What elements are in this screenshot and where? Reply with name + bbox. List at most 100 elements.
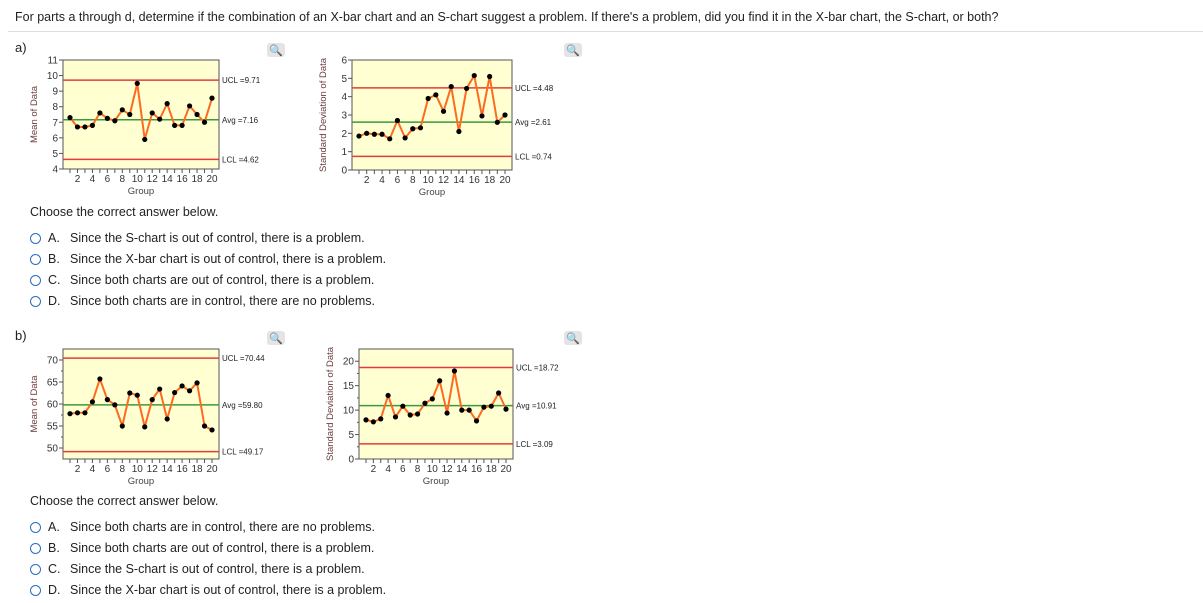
data-point bbox=[417, 125, 424, 131]
option-letter: C. bbox=[48, 273, 61, 287]
data-point bbox=[127, 390, 133, 396]
data-point bbox=[112, 402, 118, 408]
data-point bbox=[82, 124, 88, 130]
x-tick-label: 8 bbox=[415, 464, 421, 475]
data-point bbox=[481, 404, 487, 410]
y-axis-label: Standard Deviation of Data bbox=[318, 57, 329, 172]
answer-option-d[interactable]: D. Since both charts are in control, ther… bbox=[30, 294, 375, 308]
y-tick-label: 9 bbox=[52, 87, 58, 98]
answer-option-a[interactable]: A. Since the S-chart is out of control, t… bbox=[30, 231, 365, 245]
x-tick-label: 18 bbox=[486, 464, 498, 475]
control-line-label: Avg =7.16 bbox=[222, 116, 259, 125]
x-tick-label: 2 bbox=[75, 464, 81, 475]
x-tick-label: 10 bbox=[427, 464, 439, 475]
answer-option-c[interactable]: C. Since both charts are out of control, … bbox=[30, 273, 374, 287]
x-tick-label: 16 bbox=[177, 174, 189, 185]
data-point bbox=[172, 389, 178, 396]
control-line-label: UCL =9.71 bbox=[222, 76, 261, 85]
radio-button[interactable] bbox=[30, 295, 41, 307]
data-point bbox=[410, 126, 416, 132]
data-point bbox=[466, 407, 472, 413]
data-point bbox=[487, 73, 493, 80]
y-tick-label: 10 bbox=[47, 71, 59, 82]
data-point bbox=[157, 386, 163, 392]
y-tick-label: 20 bbox=[343, 357, 355, 368]
part-a-label: a) bbox=[15, 40, 27, 55]
data-point bbox=[463, 85, 470, 92]
choose-prompt: Choose the correct answer below. bbox=[30, 205, 219, 219]
data-point bbox=[437, 378, 443, 384]
option-text: Since the S-chart is out of control, the… bbox=[70, 562, 365, 576]
x-tick-label: 14 bbox=[162, 174, 174, 185]
choose-prompt: Choose the correct answer below. bbox=[30, 494, 219, 508]
radio-button[interactable] bbox=[30, 563, 41, 575]
data-point bbox=[157, 116, 163, 122]
data-point bbox=[494, 119, 500, 125]
data-point bbox=[433, 92, 439, 98]
x-tick-label: 6 bbox=[105, 464, 111, 475]
y-tick-label: 5 bbox=[348, 430, 354, 441]
data-point bbox=[414, 411, 421, 417]
data-point bbox=[444, 410, 450, 416]
answer-option-b[interactable]: B. Since both charts are out of control, … bbox=[30, 541, 374, 555]
x-tick-label: 18 bbox=[191, 464, 203, 475]
data-point bbox=[89, 122, 96, 128]
option-letter: D. bbox=[48, 583, 61, 597]
x-tick-label: 8 bbox=[120, 174, 126, 185]
x-tick-label: 14 bbox=[162, 464, 174, 475]
data-point bbox=[473, 418, 480, 424]
data-point bbox=[134, 392, 140, 398]
y-tick-label: 5 bbox=[52, 149, 58, 160]
radio-button[interactable] bbox=[30, 232, 41, 244]
answer-option-c[interactable]: C. Since the S-chart is out of control, t… bbox=[30, 562, 365, 576]
y-tick-label: 4 bbox=[52, 165, 58, 176]
magnifier-icon[interactable]: 🔍 bbox=[564, 331, 582, 345]
x-tick-label: 6 bbox=[105, 174, 111, 185]
radio-button[interactable] bbox=[30, 584, 41, 596]
data-point bbox=[451, 368, 458, 374]
data-point bbox=[82, 410, 88, 416]
data-point bbox=[385, 392, 391, 399]
control-line-label: UCL =4.48 bbox=[515, 84, 554, 93]
radio-button[interactable] bbox=[30, 521, 41, 533]
data-point bbox=[67, 115, 73, 121]
magnifier-icon[interactable]: 🔍 bbox=[564, 43, 582, 57]
x-tick-label: 6 bbox=[400, 464, 406, 475]
data-point bbox=[142, 136, 148, 143]
option-letter: A. bbox=[48, 231, 60, 245]
y-tick-label: 6 bbox=[52, 133, 58, 144]
part-b-label: b) bbox=[15, 328, 27, 343]
y-tick-label: 6 bbox=[341, 56, 347, 67]
x-tick-label: 4 bbox=[90, 174, 96, 185]
data-point bbox=[179, 383, 185, 389]
data-point bbox=[74, 410, 81, 416]
data-point bbox=[502, 112, 508, 118]
y-tick-label: 60 bbox=[47, 400, 59, 411]
x-tick-label: 4 bbox=[90, 464, 96, 475]
magnifier-icon[interactable]: 🔍 bbox=[267, 43, 285, 57]
answer-option-a[interactable]: A. Since both charts are in control, ther… bbox=[30, 520, 375, 534]
x-tick-label: 8 bbox=[410, 175, 416, 186]
data-point bbox=[142, 424, 148, 430]
data-point bbox=[407, 412, 413, 418]
data-point bbox=[119, 423, 125, 429]
data-point bbox=[194, 111, 200, 118]
answer-option-b[interactable]: B. Since the X-bar chart is out of contro… bbox=[30, 252, 386, 266]
y-tick-label: 10 bbox=[343, 406, 355, 417]
data-point bbox=[127, 111, 133, 118]
answer-option-d[interactable]: D. Since the X-bar chart is out of contro… bbox=[30, 583, 386, 597]
option-letter: C. bbox=[48, 562, 61, 576]
y-tick-label: 0 bbox=[348, 455, 354, 466]
x-tick-label: 14 bbox=[453, 175, 465, 186]
magnifier-icon[interactable]: 🔍 bbox=[267, 331, 285, 345]
divider bbox=[8, 31, 1203, 32]
data-point bbox=[164, 101, 170, 107]
data-point bbox=[488, 403, 494, 409]
x-axis-label: Group bbox=[419, 187, 445, 198]
data-point bbox=[448, 83, 454, 90]
radio-button[interactable] bbox=[30, 274, 41, 286]
radio-button[interactable] bbox=[30, 253, 41, 265]
data-point bbox=[209, 95, 215, 101]
radio-button[interactable] bbox=[30, 542, 41, 554]
data-point bbox=[74, 124, 81, 130]
